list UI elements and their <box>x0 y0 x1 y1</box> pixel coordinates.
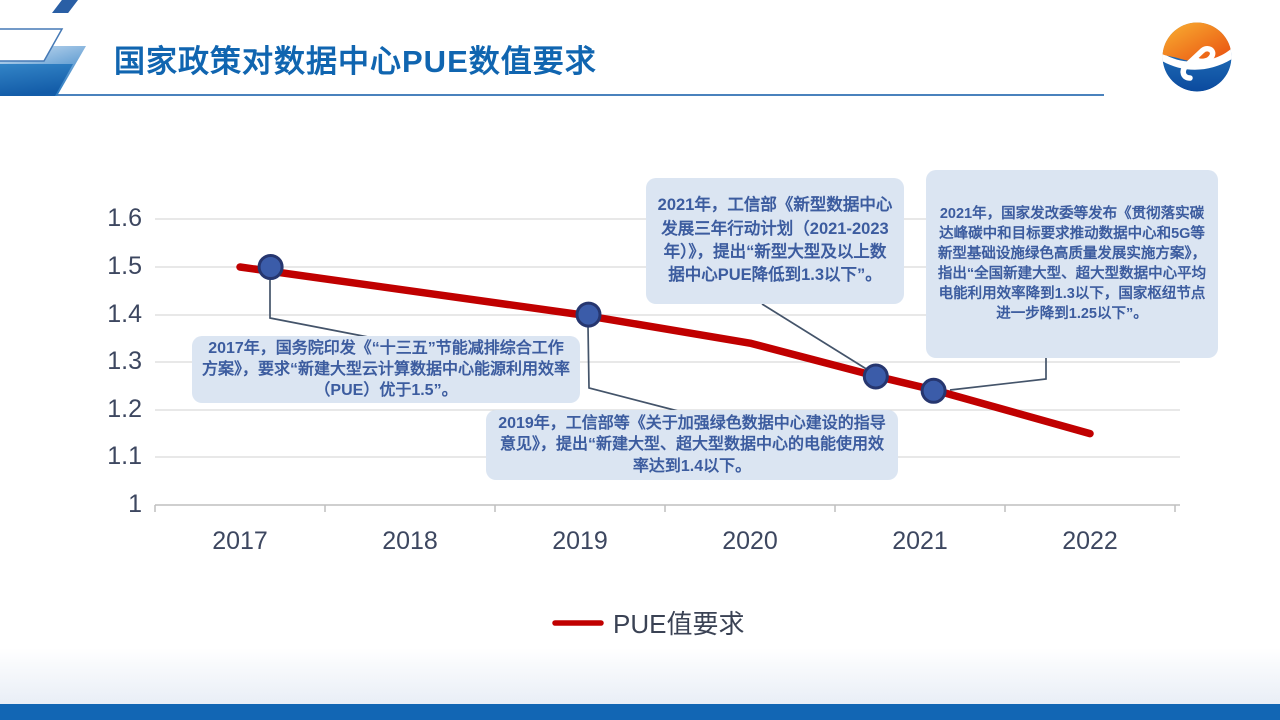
pue-marker-0 <box>257 254 284 280</box>
y-tick-1.4: 1.4 <box>107 300 142 328</box>
x-tick-2022: 2022 <box>1062 527 1118 555</box>
y-tick-1.2: 1.2 <box>107 395 142 423</box>
header-deco-outline-parallelogram <box>0 28 64 62</box>
annotation-2021-ndrc-text: 2021年，国家发改委等发布《贯彻落实碳达峰碳中和目标要求推动数据中心和5G等新… <box>937 206 1207 322</box>
header-deco-dark-band <box>0 64 73 96</box>
pue-marker-1 <box>575 301 602 328</box>
x-tick-2021: 2021 <box>892 527 948 555</box>
y-tick-1.3: 1.3 <box>107 347 142 375</box>
x-tick-2020: 2020 <box>722 527 778 555</box>
x-tick-2017: 2017 <box>212 527 268 555</box>
leader-2019 <box>587 325 679 412</box>
annotation-2021-miit-text: 2021年，工信部《新型数据中心发展三年行动计划（2021-2023年）》，提出… <box>657 196 893 285</box>
chart-legend: PUE值要求 <box>552 604 744 641</box>
annotation-2017-text: 2017年，国务院印发《“十三五”节能减排综合工作方案》，要求“新建大型云计算数… <box>202 339 571 400</box>
data-markers <box>257 254 947 404</box>
annotation-2021-ndrc: 2021年，国家发改委等发布《贯彻落实碳达峰碳中和目标要求推动数据中心和5G等新… <box>926 170 1218 358</box>
logo-p-glyph <box>1180 46 1216 81</box>
annotation-leader-lines <box>269 280 1047 412</box>
page-title: 国家政策对数据中心PUE数值要求 <box>114 44 597 79</box>
pue-marker-2 <box>862 363 889 390</box>
x-tick-2018: 2018 <box>382 527 438 555</box>
annotation-2021-miit: 2021年，工信部《新型数据中心发展三年行动计划（2021-2023年）》，提出… <box>646 178 904 304</box>
company-logo-icon <box>1162 22 1232 92</box>
bottom-bar <box>0 704 1280 720</box>
leader-2021-ndrc <box>949 358 1047 391</box>
leader-2017 <box>269 280 369 338</box>
y-tick-1.6: 1.6 <box>107 204 142 232</box>
header-rule <box>52 94 1104 96</box>
legend-label: PUE值要求 <box>613 609 745 639</box>
bottom-gradient <box>0 648 1280 704</box>
y-tick-1.0: 1 <box>128 490 142 518</box>
y-tick-1.5: 1.5 <box>107 252 142 280</box>
annotation-2017: 2017年，国务院印发《“十三五”节能减排综合工作方案》，要求“新建大型云计算数… <box>192 336 580 403</box>
logo-white-swoosh <box>1162 45 1232 70</box>
x-tick-2019: 2019 <box>552 527 608 555</box>
annotation-2019-text: 2019年，工信部等《关于加强绿色数据中心建设的指导意见》，提出“新建大型、超大… <box>498 415 886 475</box>
annotation-2019: 2019年，工信部等《关于加强绿色数据中心建设的指导意见》，提出“新建大型、超大… <box>486 410 898 480</box>
leader-2021-miit <box>761 303 869 371</box>
x-axis <box>154 504 1180 512</box>
pue-marker-3 <box>920 377 947 404</box>
y-tick-1.1: 1.1 <box>107 442 142 470</box>
legend-line-swatch <box>552 619 604 626</box>
header-decoration <box>0 28 86 96</box>
